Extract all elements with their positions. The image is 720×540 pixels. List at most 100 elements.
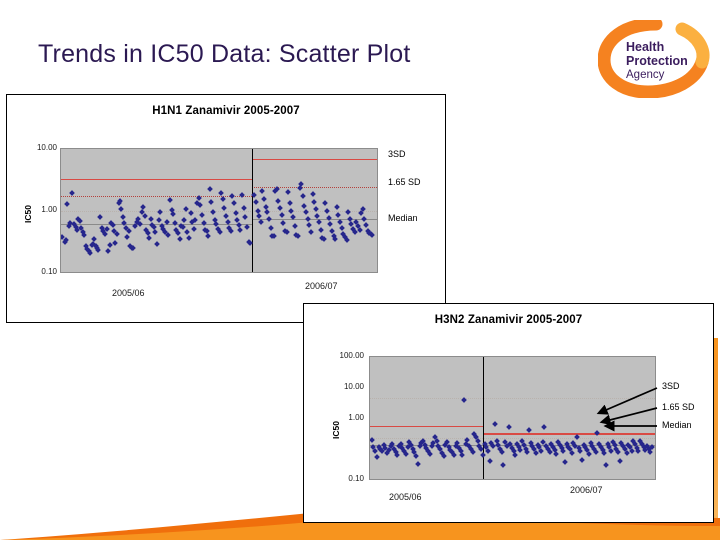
data-point	[124, 234, 131, 240]
reference-line-3sd	[61, 179, 253, 181]
data-point	[635, 448, 642, 455]
legend-label-median-h1n1: Median	[388, 213, 418, 223]
chart-panel-h3n2: H3N2 Zanamivir 2005-2007 IC50 100.00 10.…	[303, 303, 714, 523]
data-point	[231, 200, 237, 206]
page-title: Trends in IC50 Data: Scatter Plot	[38, 40, 411, 68]
legend-label-3sd-h1n1: 3SD	[388, 149, 406, 159]
reference-line-1-65-sd	[482, 434, 655, 436]
data-point	[322, 200, 329, 207]
logo-line-1: Health	[626, 40, 664, 54]
data-point	[283, 229, 290, 236]
data-point	[334, 203, 340, 210]
data-point	[498, 449, 505, 456]
data-point	[324, 208, 330, 214]
y-tick-h3n2-1: 10.00	[343, 382, 364, 391]
data-point	[229, 192, 236, 199]
data-point	[338, 225, 345, 231]
data-point	[370, 437, 375, 444]
data-point	[327, 221, 334, 227]
data-point	[130, 244, 137, 251]
data-point	[91, 236, 98, 243]
chart-title-h1n1: H1N1 Zanamivir 2005-2007	[152, 105, 300, 117]
data-point	[199, 211, 205, 218]
data-point	[505, 424, 512, 431]
data-point	[577, 448, 584, 455]
season-divider	[252, 149, 254, 272]
data-point	[97, 214, 104, 220]
data-point	[335, 211, 342, 218]
gridline	[61, 210, 377, 212]
data-point	[102, 231, 108, 238]
data-point	[77, 217, 83, 224]
reference-line-median	[61, 224, 253, 226]
data-point	[171, 220, 178, 227]
data-point	[601, 449, 608, 456]
data-point	[450, 452, 457, 459]
data-point	[179, 224, 186, 231]
plot-area-h1n1	[60, 148, 378, 273]
data-point	[427, 451, 433, 457]
data-point	[285, 189, 292, 195]
season-divider	[482, 357, 484, 479]
data-point	[147, 216, 154, 222]
data-point	[309, 191, 316, 197]
data-point	[279, 211, 285, 218]
chart-panel-h1n1: H1N1 Zanamivir 2005-2007 IC50 10.00 1.00…	[6, 94, 446, 323]
data-point	[500, 462, 507, 468]
data-point	[317, 227, 324, 233]
data-point	[187, 209, 194, 216]
reference-line-1-65-sd	[252, 186, 377, 188]
annotation-label-165sd-h3n2: 1.65 SD	[662, 402, 695, 412]
data-point	[114, 230, 120, 237]
gridline	[370, 479, 655, 480]
data-point	[526, 427, 532, 433]
data-point	[266, 216, 272, 223]
gridline	[61, 272, 377, 273]
health-protection-agency-logo: Health Protection Agency	[598, 20, 716, 98]
x-tick-h3n2-1: 2006/07	[570, 485, 603, 495]
data-point	[491, 420, 498, 427]
data-point	[415, 460, 421, 467]
data-point	[332, 235, 339, 242]
data-point	[295, 233, 301, 240]
data-point	[568, 449, 575, 456]
x-tick-h1n1-1: 2006/07	[305, 281, 338, 291]
data-point	[592, 449, 599, 455]
data-point	[304, 216, 311, 222]
data-point	[197, 201, 204, 208]
data-point	[146, 234, 152, 241]
data-point	[112, 239, 119, 246]
reference-line-1-65-sd	[61, 195, 253, 197]
data-point	[64, 201, 71, 207]
y-tick-h1n1-0: 10.00	[36, 143, 57, 152]
data-point	[216, 229, 223, 236]
data-point	[480, 452, 486, 459]
data-point	[208, 198, 215, 205]
data-point	[81, 232, 87, 238]
data-point	[486, 457, 493, 464]
data-point	[373, 454, 380, 461]
chart-title-h3n2: H3N2 Zanamivir 2005-2007	[434, 314, 583, 326]
data-point	[256, 212, 262, 219]
data-point	[206, 185, 213, 192]
data-point	[275, 197, 282, 204]
data-point	[538, 447, 544, 454]
annotation-label-3sd-h3n2: 3SD	[662, 381, 680, 391]
data-point	[343, 237, 350, 243]
data-point	[306, 222, 313, 228]
data-point	[459, 451, 466, 458]
data-point	[413, 453, 419, 459]
data-point	[181, 216, 188, 223]
reference-line-3sd	[482, 433, 655, 435]
y-axis-title-h3n2: IC50	[331, 421, 341, 439]
logo-line-3: Agency	[626, 69, 665, 81]
data-point	[165, 232, 172, 238]
x-tick-h3n2-0: 2005/06	[389, 492, 422, 502]
data-point	[440, 453, 447, 460]
y-tick-h1n1-2: 0.10	[41, 267, 57, 276]
data-point	[261, 195, 267, 202]
data-point	[105, 248, 111, 254]
data-point	[109, 222, 116, 228]
gridline	[370, 438, 655, 440]
data-point	[176, 235, 183, 242]
